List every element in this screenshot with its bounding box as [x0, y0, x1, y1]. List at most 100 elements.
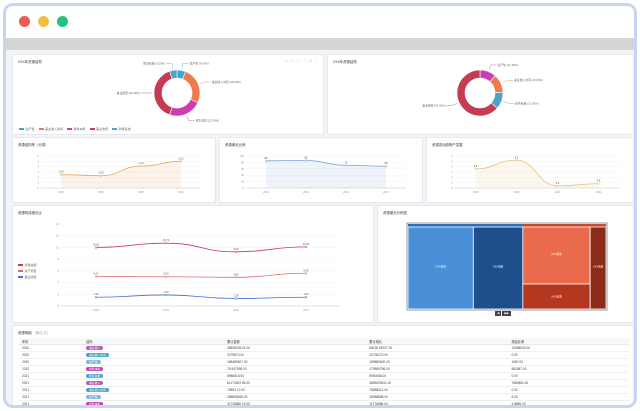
- column-header[interactable]: 年份: [19, 338, 84, 345]
- column-header[interactable]: 增加比率: [508, 338, 629, 345]
- table-cell: 78.547998.00: [224, 365, 367, 373]
- table-cell: 3885093511.00: [366, 379, 509, 387]
- chart-toolbox[interactable]: ▭ ≡ ▢ ⬚ ⟲ ⤓: [285, 59, 317, 63]
- table-title: 资源明细 （单位:元）: [18, 330, 50, 335]
- table-row[interactable]: 2020 生产性 186489827.00 189880600.00 1687.00: [19, 358, 629, 366]
- legend-item[interactable]: 总量金额: [18, 262, 37, 268]
- donut-title-2: XXX年资源结构: [333, 60, 357, 64]
- table-cell: 11778088.00: [366, 400, 509, 405]
- table-row[interactable]: 2021 事业收入时间 78893 12.00 78888312.00 0.00: [19, 386, 629, 394]
- table-cell: 3279870.00: [224, 351, 367, 359]
- donut-slice-label: 事业收费 (63.41%): [422, 103, 445, 107]
- table-row[interactable]: 2021 附录系统 8986818.00 8990088.00 0.00: [19, 372, 629, 380]
- structure-tag: 附录系统: [86, 374, 104, 378]
- treemap-pager: ◀ ▶▶: [495, 311, 511, 316]
- table-cell: 78888312.00: [366, 386, 509, 394]
- legend-swatch: [89, 127, 95, 131]
- structure-tag: 生产性: [86, 360, 101, 364]
- data-point: [384, 165, 388, 168]
- data-label: 1.89: [163, 290, 169, 294]
- legend-item[interactable]: 事业收费: [18, 274, 37, 280]
- treemap-node-label: XXX资源: [551, 252, 562, 256]
- data-point: [234, 276, 238, 279]
- legend-item[interactable]: 财务本机: [67, 127, 86, 131]
- table-title-text: 资源明细: [18, 331, 32, 335]
- y-tick-label: 4: [58, 281, 60, 285]
- y-tick-label: 0: [243, 186, 245, 190]
- table-cell: 事业收入: [83, 379, 225, 387]
- multi-line-chart: 0 2 4 6 8 10 12 14 2018 2019 2020 2021 10.00 10.72 9.2…: [56, 222, 341, 312]
- treemap-panel: 资源增长分布图 XXX资源 XXX资源 XXX资源 XXX资源 XXX资源 ◀ ▶▶: [377, 205, 634, 323]
- line-chart-1: 01 234 56 2018 2019 2020 2021 2.55 2.30 4.10 5.02: [38, 154, 201, 194]
- table-cell: 189880600.00: [366, 358, 509, 366]
- donut-chart-1: 生产性 (6.07%) 事业收入时间 (25.89%) 财务本机 (23.30%) 事…: [117, 61, 241, 123]
- data-table: 年份 结构 累计金额 累计增长 增加比率 2020 事业收入 38835935.91 00 8…: [19, 338, 629, 405]
- legend-item[interactable]: 资产项目: [18, 268, 37, 274]
- y-tick-label: 14: [56, 222, 59, 226]
- data-label: 5.00: [163, 272, 169, 276]
- y-tick-label: 5: [452, 159, 454, 163]
- y-tick-label: 6: [452, 154, 454, 158]
- data-label: 5.2: [515, 155, 519, 159]
- legend-label: 资产项目: [24, 269, 37, 273]
- data-point: [515, 159, 518, 162]
- donut-panel-1: XXX年资源结构 ▭ ≡ ▢ ⬚ ⟲ ⤓ 生产性 (6.07%) 事业收入时间 (…: [12, 54, 324, 135]
- legend-item[interactable]: 附录系统: [112, 127, 131, 131]
- table-unit: （单位:元）: [32, 331, 51, 335]
- line-title-3: 资源变化趋势产发展: [432, 143, 463, 147]
- table-row[interactable]: 2020 财务本机 78.547998.00 179889786.00 881887.0…: [19, 365, 629, 373]
- x-tick-label: 2019: [303, 190, 309, 194]
- data-point: [234, 250, 238, 253]
- maximize-window-button[interactable]: [57, 16, 68, 27]
- table-row[interactable]: 2021 事业收入 61170823 85.00 3885093511.00 78808…: [19, 379, 629, 387]
- table-cell: 8986818.00: [224, 372, 367, 380]
- table-row[interactable]: 2021 生产性 288898628.00 28988888.00 6.00: [19, 393, 629, 401]
- table-row[interactable]: 2020 事业收入 38835935.91 00 88190.95797.00 1359…: [19, 344, 629, 352]
- treemap-node-label: XXX资源: [593, 265, 604, 269]
- data-label: 86: [305, 155, 308, 159]
- column-header[interactable]: 累计金额: [224, 338, 367, 345]
- table-cell: 881887.00: [508, 365, 629, 373]
- x-tick-label: 2020: [233, 308, 239, 312]
- data-point: [556, 184, 559, 188]
- y-tick-label: 8: [58, 257, 60, 261]
- treemap-node-label: XXX资源: [551, 295, 562, 299]
- treemap-node: [472, 226, 524, 310]
- donut-slice: [169, 98, 199, 117]
- data-point: [59, 173, 63, 176]
- table-panel: 资源明细 （单位:元） 年份 结构 累计金额 累计增长 增加比率 2020 事业收入 388…: [12, 325, 634, 405]
- donut-label-line: [446, 103, 458, 106]
- y-tick-label: 0: [452, 186, 454, 190]
- pager-prev-button[interactable]: ◀: [495, 311, 502, 316]
- data-label: 10.72: [163, 238, 170, 242]
- y-tick-label: 12: [56, 234, 59, 238]
- data-label: 4.90: [233, 272, 239, 276]
- donut-slice-label: 财务本机 (23.30%): [196, 119, 219, 123]
- table-cell: 2021: [19, 379, 84, 387]
- x-tick-label: 2021: [178, 190, 184, 194]
- treemap-group-header: [408, 224, 523, 227]
- structure-tag: 生产性: [86, 395, 101, 399]
- table-cell: 2020: [19, 344, 84, 352]
- table-row[interactable]: 2021 财务本机 11728886 19.00 11778088.00 4 8885.…: [19, 400, 629, 405]
- legend-item[interactable]: 事业收入时间: [38, 127, 63, 131]
- treemap-node: [522, 226, 591, 285]
- column-header[interactable]: 累计增长: [366, 338, 509, 345]
- data-point: [164, 293, 168, 297]
- legend-item[interactable]: 事业收费: [89, 127, 108, 131]
- close-window-button[interactable]: [19, 16, 30, 27]
- minimize-window-button[interactable]: [38, 16, 49, 27]
- column-header[interactable]: 结构: [83, 338, 225, 345]
- donut-slice-label: 附录系统 (5.25%): [143, 61, 165, 65]
- table-header-row: 年份 结构 累计金额 累计增长 增加比率: [19, 338, 629, 345]
- structure-tag: 财务本机: [86, 402, 104, 405]
- table-cell: 2021: [19, 372, 84, 380]
- x-tick-label: 2018: [58, 190, 64, 194]
- data-label: 4.10: [138, 161, 144, 165]
- table-row[interactable]: 2020 事业收入时间 3279870.00 32796270.00 0.00: [19, 351, 629, 359]
- treemap-title: 资源增长分布图: [383, 211, 407, 215]
- legend-item[interactable]: 生产性: [19, 127, 35, 131]
- y-tick-label: 6: [38, 154, 40, 158]
- series-area: [475, 160, 599, 188]
- pager-next-button[interactable]: ▶▶: [502, 311, 511, 316]
